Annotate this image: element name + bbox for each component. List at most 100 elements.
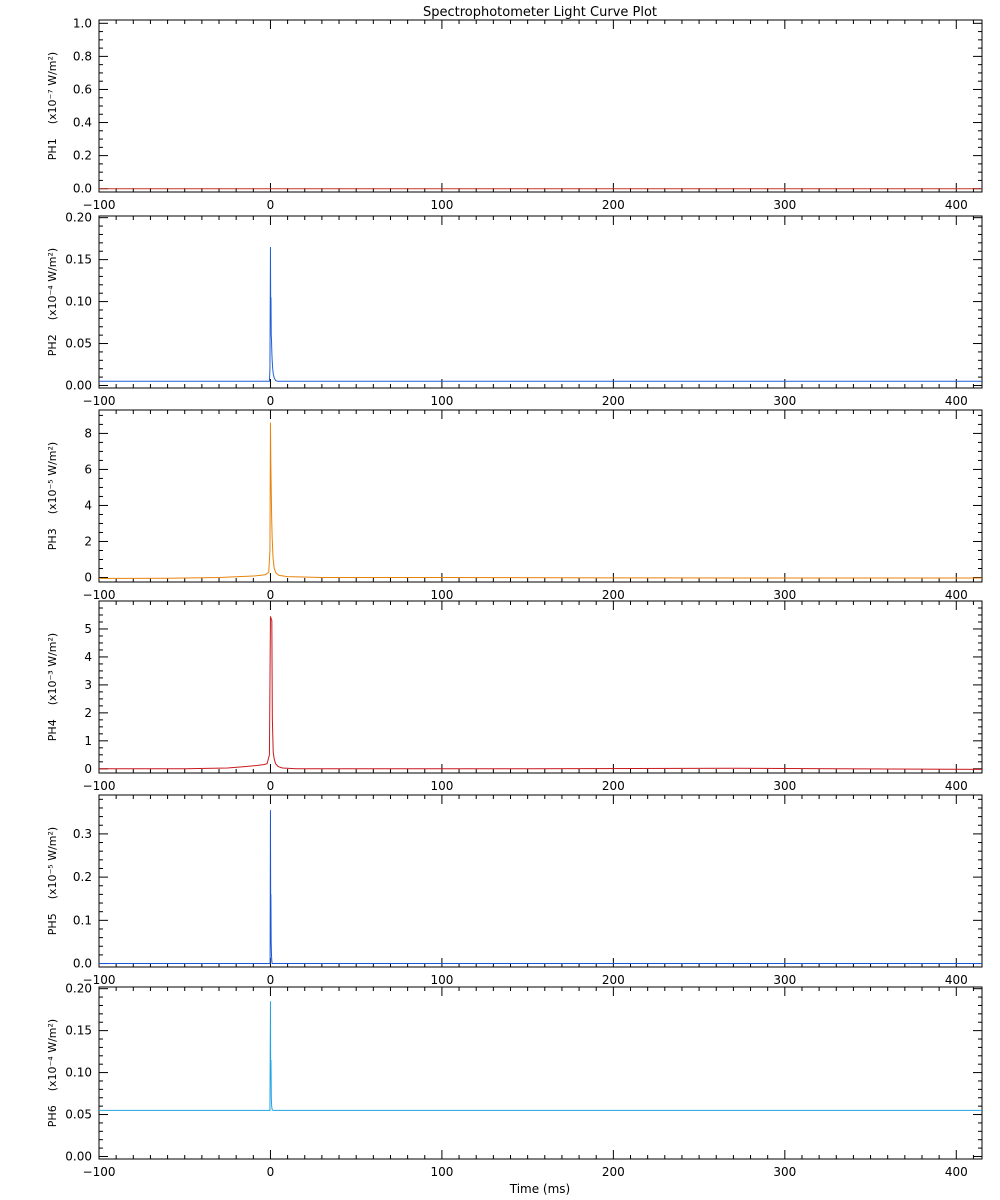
panel-unit: (x10⁻³ W/m²)	[46, 633, 59, 706]
y-tick-label: 0.10	[65, 295, 92, 309]
chart-title: Spectrophotometer Light Curve Plot	[423, 5, 657, 20]
y-tick-label: 5	[84, 622, 92, 636]
x-tick-label: 400	[945, 973, 968, 987]
panel-ph5: −100 0 100 200 300 400 0.0 0.1 0.2 0.3 PH5 (x10⁻⁵ W…	[46, 794, 983, 987]
x-tick-label: 100	[430, 588, 453, 602]
x-tick-label: −100	[83, 394, 116, 408]
trace-ph6	[99, 1001, 982, 1111]
trace-ph2	[99, 247, 982, 382]
x-tick-label: 100	[430, 973, 453, 987]
panel-ph2: −100 0 100 200 300 400 0.00 0.05 0.10 0.15 0.20 PH2…	[46, 211, 983, 408]
y-tick-label: 0.00	[65, 378, 92, 392]
x-tick-label: 300	[773, 779, 796, 793]
y-tick-label: 0.4	[73, 116, 92, 130]
x-tick-label: −100	[83, 588, 116, 602]
panel-name: PH1	[46, 138, 59, 160]
x-tick-label: 0	[267, 198, 275, 212]
y-tick-label: 0.0	[73, 957, 92, 971]
x-tick-label: −100	[83, 1165, 116, 1179]
x-tick-label: 200	[602, 1165, 625, 1179]
panel-unit: (x10⁻⁵ W/m²)	[46, 442, 59, 515]
plot-frame	[98, 19, 983, 193]
y-tick-label: 0.0	[73, 182, 92, 196]
plot-frame	[98, 986, 983, 1160]
y-tick-label: 0.8	[73, 49, 92, 63]
y-tick-label: 1	[84, 734, 92, 748]
x-tick-label: 0	[267, 779, 275, 793]
y-tick-label: 0.1	[73, 913, 92, 927]
y-axis-label-ph2: PH2 (x10⁻⁴ W/m²)	[46, 248, 59, 356]
trace-ph5	[99, 810, 982, 965]
y-tick-label: 2	[84, 706, 92, 720]
x-tick-label: 100	[430, 394, 453, 408]
x-tick-label: −100	[83, 198, 116, 212]
y-axis-label-ph6: PH6 (x10⁻⁴ W/m²)	[46, 1019, 59, 1127]
y-tick-label: 0.05	[65, 337, 92, 351]
x-tick-label: 200	[602, 394, 625, 408]
y-tick-label: 4	[84, 498, 92, 512]
y-tick-label: 0.15	[65, 253, 92, 267]
x-tick-label: 300	[773, 394, 796, 408]
x-tick-label: 100	[430, 1165, 453, 1179]
panel-name: PH5	[46, 913, 59, 935]
y-tick-label: 0.2	[73, 870, 92, 884]
panel-ph1: −100 0 100 200 300 400 0.0 0.2 0.4 0.6 0.8 1.0 PH1 (x…	[46, 16, 983, 212]
y-tick-label: 8	[84, 426, 92, 440]
x-tick-label: 300	[773, 1165, 796, 1179]
x-tick-label: 300	[773, 588, 796, 602]
x-tick-label: 400	[945, 394, 968, 408]
plot-frame	[98, 215, 983, 389]
panel-unit: (x10⁻⁴ W/m²)	[46, 1019, 59, 1092]
y-tick-label: 0	[84, 570, 92, 584]
panel-ph6: −100 0 100 200 300 400 0.00 0.05 0.10 0.15 0.20 PH6…	[46, 982, 983, 1179]
y-tick-label: 3	[84, 678, 92, 692]
x-tick-label: 100	[430, 779, 453, 793]
plot-frame	[98, 600, 983, 774]
x-tick-label: 400	[945, 1165, 968, 1179]
x-tick-label: 0	[267, 588, 275, 602]
trace-ph3	[98, 422, 982, 579]
y-axis-label-ph3: PH3 (x10⁻⁵ W/m²)	[46, 442, 59, 550]
panel-name: PH6	[46, 1105, 59, 1127]
x-tick-label: 0	[267, 1165, 275, 1179]
y-axis-label-ph4: PH4 (x10⁻³ W/m²)	[46, 633, 59, 741]
panel-ph3: −100 0 100 200 300 400 0 2 4 6 8 PH3 (x10⁻⁵ W/m²)	[46, 409, 983, 602]
panel-unit: (x10⁻⁵ W/m²)	[46, 827, 59, 900]
y-tick-label: 0.3	[73, 827, 92, 841]
y-tick-label: 0.10	[65, 1066, 92, 1080]
y-tick-label: 1.0	[73, 16, 92, 30]
x-tick-label: 200	[602, 198, 625, 212]
y-tick-label: 0.00	[65, 1149, 92, 1163]
panel-name: PH3	[46, 528, 59, 550]
x-tick-label: −100	[83, 973, 116, 987]
y-tick-label: 0.15	[65, 1024, 92, 1038]
x-tick-label: 0	[267, 394, 275, 408]
x-tick-label: 200	[602, 973, 625, 987]
y-tick-label: 0.2	[73, 149, 92, 163]
x-tick-label: 200	[602, 779, 625, 793]
x-tick-label: 200	[602, 588, 625, 602]
x-tick-label: 400	[945, 779, 968, 793]
x-tick-label: 400	[945, 588, 968, 602]
x-tick-label: 100	[430, 198, 453, 212]
x-tick-label: 0	[267, 973, 275, 987]
y-tick-label: 4	[84, 650, 92, 664]
panel-ph4: −100 0 100 200 300 400 0 1 2 3 4 5 PH4 (x10⁻³ W/m²)	[46, 600, 983, 793]
x-tick-label: 400	[945, 198, 968, 212]
panel-unit: (x10⁻⁴ W/m²)	[46, 248, 59, 321]
y-tick-label: 0.6	[73, 82, 92, 96]
y-tick-label: 0.20	[65, 211, 92, 225]
plot-frame	[98, 409, 983, 583]
panels-group: −100 0 100 200 300 4000.00.20.40.60.81.0PH1(x…	[46, 16, 983, 1179]
y-tick-label: 0.20	[65, 982, 92, 996]
x-tick-label: 300	[773, 198, 796, 212]
y-tick-label: 0.05	[65, 1108, 92, 1122]
x-axis-label: Time (ms)	[509, 1182, 571, 1196]
trace-ph4	[99, 616, 983, 770]
x-tick-label: 300	[773, 973, 796, 987]
y-tick-label: 2	[84, 534, 92, 548]
x-tick-label: −100	[83, 779, 116, 793]
panel-unit: (x10⁻⁷ W/m²)	[46, 52, 59, 125]
plot-frame	[98, 794, 983, 968]
